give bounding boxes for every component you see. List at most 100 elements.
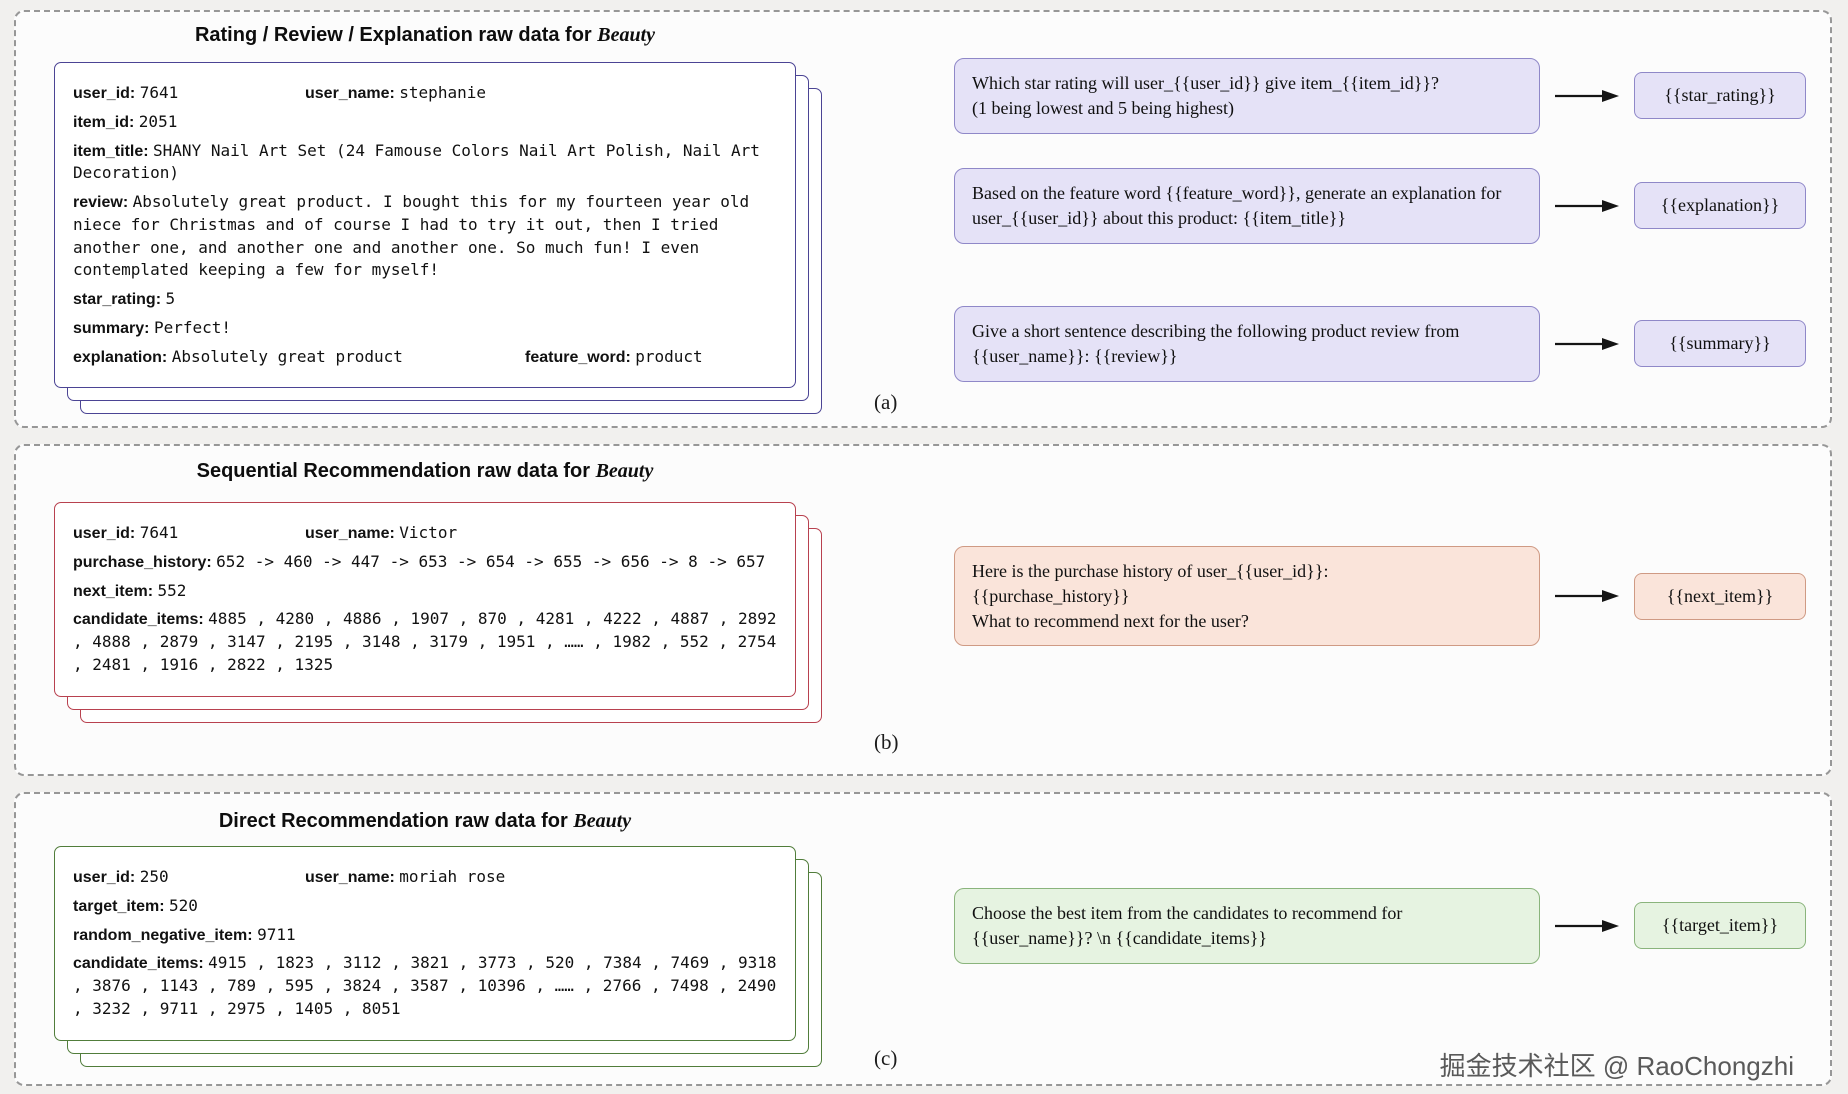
field-value: 4915 , 1823 , 3112 , 3821 , 3773 , 520 ,…: [73, 953, 777, 1018]
card-row-user: user_id7641 user_nameVictor: [73, 522, 777, 545]
field-value: 7641: [139, 523, 179, 542]
field-label: review: [73, 194, 133, 211]
field-value: 5: [165, 289, 176, 308]
field-item-id: item_id2051: [73, 111, 777, 134]
field-value: product: [635, 346, 703, 366]
panel-c-title-text: Direct Recommendation raw data for: [218, 810, 574, 832]
prompt-explanation: Based on the feature word {{feature_word…: [954, 168, 1540, 244]
field-explanation: explanationAbsolutely great product: [73, 346, 525, 369]
prompt-row-next-item: Here is the purchase history of user_{{u…: [954, 546, 1806, 647]
field-user-id: user_id7641: [73, 522, 305, 545]
field-value: 7641: [139, 83, 179, 102]
field-label: random_negative_item: [73, 927, 257, 944]
sequential-raw-data-card: user_id7641 user_nameVictor purchase_his…: [54, 502, 796, 697]
arrow-icon: [1555, 590, 1619, 603]
field-next-item: next_item552: [73, 580, 777, 603]
field-feature-word: feature_wordproduct: [525, 346, 703, 369]
panel-a-title-dataset: Beauty: [597, 24, 656, 46]
card-row-user: user_id7641 user_namestephanie: [73, 82, 777, 105]
arrow-icon: [1555, 919, 1619, 932]
field-value: 652 -> 460 -> 447 -> 653 -> 654 -> 655 -…: [216, 551, 766, 571]
watermark: 掘金技术社区 @ RaoChongzhi: [1439, 1051, 1794, 1081]
output-target-item: {{target_item}}: [1634, 902, 1806, 950]
field-value: stephanie: [399, 83, 486, 102]
field-item-title: item_titleSHANY Nail Art Set (24 Famouse…: [73, 140, 777, 186]
field-candidate-items: candidate_items4915 , 1823 , 3112 , 3821…: [73, 952, 777, 1020]
field-random-negative-item: random_negative_item9711: [73, 924, 777, 947]
panel-rating-review-explanation: Rating / Review / Explanation raw data f…: [14, 10, 1832, 428]
field-value: Victor: [399, 523, 458, 542]
field-label: user_id: [73, 85, 140, 102]
field-value: Perfect!: [153, 317, 231, 337]
direct-raw-data-card-stack: user_id250 user_namemoriah rose target_i…: [54, 846, 796, 1041]
field-value: 250: [139, 867, 169, 886]
panel-c-label: (c): [874, 1046, 898, 1070]
field-summary: summaryPerfect!: [73, 317, 777, 340]
field-label: candidate_items: [73, 611, 208, 628]
prompt-row-explanation: Based on the feature word {{feature_word…: [954, 168, 1806, 244]
field-user-name: user_nameVictor: [305, 522, 457, 545]
rating-raw-data-card: user_id7641 user_namestephanie item_id20…: [54, 62, 796, 389]
prompt-next-item: Here is the purchase history of user_{{u…: [954, 546, 1540, 647]
field-user-name: user_namemoriah rose: [305, 866, 505, 889]
rating-raw-data-card-stack: user_id7641 user_namestephanie item_id20…: [54, 62, 796, 389]
field-value: Absolutely great product. I bought this …: [73, 192, 750, 280]
arrow-icon: [1555, 337, 1619, 350]
field-label: summary: [73, 320, 154, 337]
panel-b-title: Sequential Recommendation raw data for B…: [54, 460, 796, 483]
field-label: user_name: [305, 869, 399, 886]
field-label: user_name: [305, 85, 399, 102]
field-star-rating: star_rating5: [73, 288, 777, 311]
field-label: purchase_history: [73, 554, 216, 571]
arrow-icon: [1555, 89, 1619, 102]
prompt-row-target-item: Choose the best item from the candidates…: [954, 888, 1806, 964]
card-row-explanation: explanationAbsolutely great product feat…: [73, 346, 777, 369]
output-explanation: {{explanation}}: [1634, 182, 1806, 230]
field-label: feature_word: [525, 349, 635, 366]
prompt-summary: Give a short sentence describing the fol…: [954, 306, 1540, 382]
field-label: explanation: [73, 349, 172, 366]
field-value: 2051: [138, 111, 178, 131]
prompt-row-summary: Give a short sentence describing the fol…: [954, 306, 1806, 382]
field-label: user_name: [305, 525, 399, 542]
prompt-star-rating: Which star rating will user_{{user_id}} …: [954, 58, 1540, 134]
field-label: item_title: [73, 143, 153, 160]
prompt-target-item: Choose the best item from the candidates…: [954, 888, 1540, 964]
field-value: Absolutely great product: [171, 346, 403, 366]
field-value: moriah rose: [399, 867, 506, 886]
field-value: 4885 , 4280 , 4886 , 1907 , 870 , 4281 ,…: [73, 609, 777, 674]
field-value: 552: [157, 580, 187, 600]
field-value: SHANY Nail Art Set (24 Famouse Colors Na…: [73, 140, 760, 183]
field-label: candidate_items: [73, 955, 208, 972]
field-value: 9711: [257, 924, 296, 944]
field-review: reviewAbsolutely great product. I bought…: [73, 191, 777, 282]
panel-a-title: Rating / Review / Explanation raw data f…: [54, 24, 796, 47]
field-label: item_id: [73, 114, 139, 131]
field-label: user_id: [73, 525, 140, 542]
output-next-item: {{next_item}}: [1634, 572, 1806, 620]
panel-a-label: (a): [874, 390, 898, 414]
panel-a-title-text: Rating / Review / Explanation raw data f…: [194, 24, 598, 46]
field-user-name: user_namestephanie: [305, 82, 486, 105]
panel-b-title-dataset: Beauty: [595, 460, 654, 482]
field-purchase-history: purchase_history652 -> 460 -> 447 -> 653…: [73, 551, 777, 574]
output-star-rating: {{star_rating}}: [1634, 72, 1806, 120]
direct-raw-data-card: user_id250 user_namemoriah rose target_i…: [54, 846, 796, 1041]
sequential-raw-data-card-stack: user_id7641 user_nameVictor purchase_his…: [54, 502, 796, 697]
field-value: 520: [169, 895, 198, 915]
field-target-item: target_item520: [73, 895, 777, 918]
field-label: user_id: [73, 869, 140, 886]
panel-sequential-recommendation: Sequential Recommendation raw data for B…: [14, 444, 1832, 776]
field-candidate-items: candidate_items4885 , 4280 , 4886 , 1907…: [73, 608, 777, 676]
field-label: next_item: [73, 583, 157, 600]
panel-c-title-dataset: Beauty: [573, 810, 632, 832]
field-user-id: user_id7641: [73, 82, 305, 105]
field-user-id: user_id250: [73, 866, 305, 889]
card-row-user: user_id250 user_namemoriah rose: [73, 866, 777, 889]
panel-b-label: (b): [874, 730, 899, 754]
panel-direct-recommendation: Direct Recommendation raw data for Beaut…: [14, 792, 1832, 1086]
arrow-icon: [1555, 199, 1619, 212]
prompt-row-star-rating: Which star rating will user_{{user_id}} …: [954, 58, 1806, 134]
output-summary: {{summary}}: [1634, 320, 1806, 368]
field-label: target_item: [73, 898, 169, 915]
